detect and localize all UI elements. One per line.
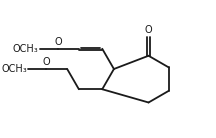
Text: O: O [145,25,152,35]
Text: O: O [42,57,50,67]
Text: OCH₃: OCH₃ [1,64,27,74]
Text: O: O [54,37,62,47]
Text: OCH₃: OCH₃ [13,44,39,54]
